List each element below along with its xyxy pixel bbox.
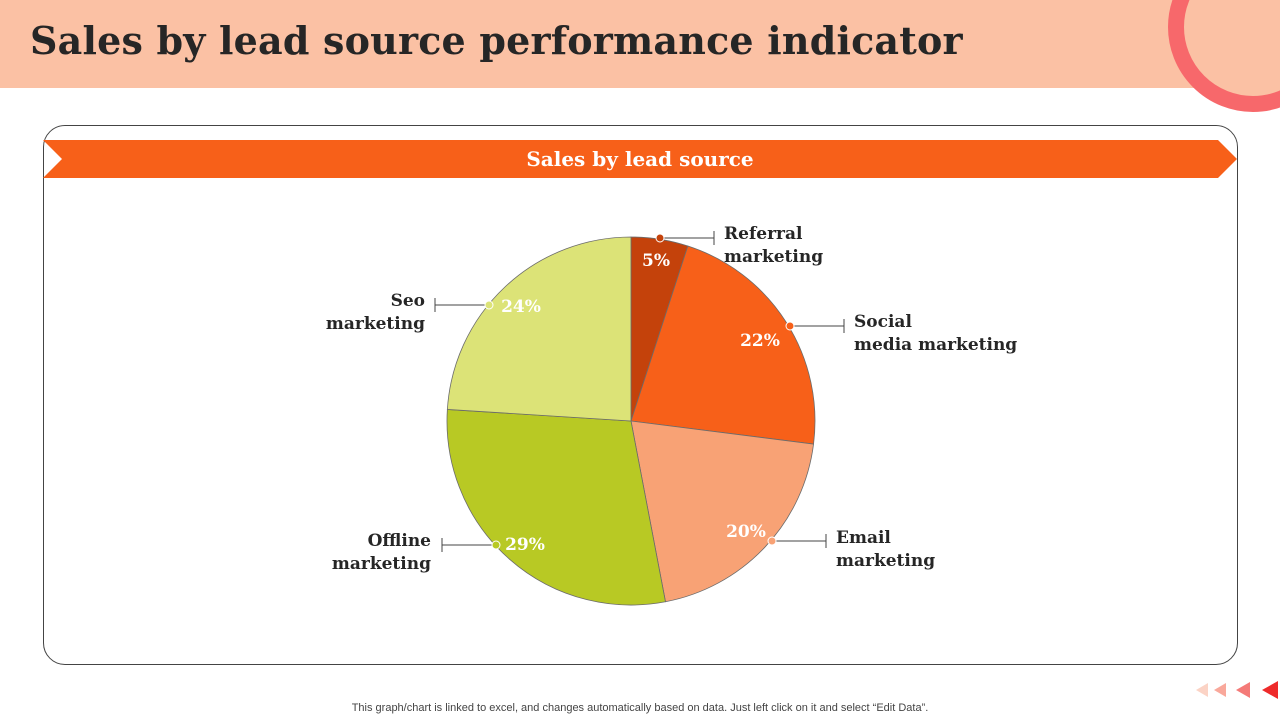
data-label: 29% [505,535,545,555]
arrow-left-icon [1262,681,1278,699]
header-band [0,0,1280,88]
pie-slice [630,245,816,445]
category-label: Offline [368,531,432,551]
data-label: 5% [642,251,670,271]
data-label: 20% [726,522,766,542]
arrow-left-icon [1236,682,1250,698]
marker-dot [491,540,501,550]
chart-banner [43,140,1237,178]
marker-dot [785,321,795,331]
data-label: 22% [740,331,780,351]
page-title: Sales by lead source performance indicat… [30,18,963,63]
category-label: media marketing [854,335,1017,355]
arrow-left-icon [1214,683,1226,697]
data-label: 24% [501,297,541,317]
pie-slice [446,409,666,606]
category-label: marketing [724,247,823,267]
pie-slice [446,236,632,422]
marker-dot [655,233,665,243]
category-label: marketing [326,314,425,334]
marker-dot [767,536,777,546]
arrow-left-icon [1196,683,1208,697]
category-label: marketing [836,551,935,571]
chart-title: Sales by lead source [526,147,754,171]
category-label: Referral [724,224,803,244]
category-label: marketing [332,554,431,574]
footer-note: This graph/chart is linked to excel, and… [351,702,929,714]
nav-arrows [1196,681,1278,699]
marker-dot [484,300,494,310]
pie-slice [630,420,814,603]
category-label: Seo [391,291,425,311]
category-label: Social [854,312,912,332]
category-label: Email [836,528,891,548]
